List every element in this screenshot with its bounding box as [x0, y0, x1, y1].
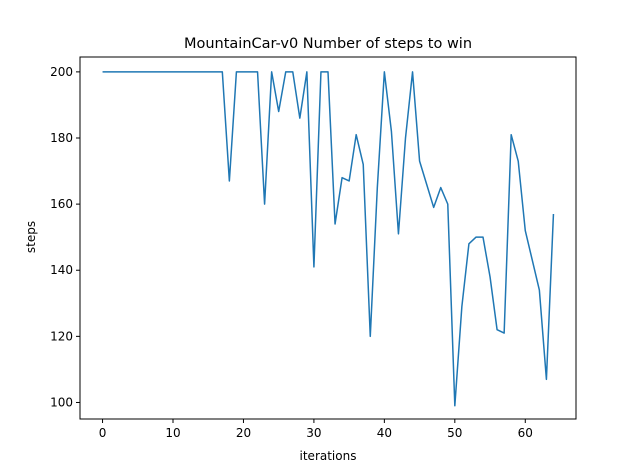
x-tick-label: 0 [99, 426, 107, 440]
y-tick-label: 120 [50, 329, 73, 343]
y-tick-label: 100 [50, 395, 73, 409]
y-axis-ticks: 100 120 140 160 180 200 [50, 65, 80, 409]
plot-area [102, 71, 555, 407]
x-axis-label: iterations [300, 449, 357, 463]
x-tick-label: 30 [306, 426, 321, 440]
x-tick-label: 10 [165, 426, 180, 440]
x-tick-label: 20 [236, 426, 251, 440]
x-tick-label: 60 [518, 426, 533, 440]
x-tick-label: 40 [377, 426, 392, 440]
y-tick-label: 200 [50, 65, 73, 79]
series-line-0 [102, 71, 555, 407]
chart-title: MountainCar-v0 Number of steps to win [184, 36, 472, 52]
x-axis-ticks: 0 10 20 30 40 50 60 [99, 419, 533, 440]
y-tick-label: 140 [50, 263, 73, 277]
y-tick-label: 160 [50, 197, 73, 211]
x-tick-label: 50 [447, 426, 462, 440]
y-tick-label: 180 [50, 131, 73, 145]
axes-frame [79, 56, 577, 420]
y-axis-label: steps [24, 221, 38, 253]
